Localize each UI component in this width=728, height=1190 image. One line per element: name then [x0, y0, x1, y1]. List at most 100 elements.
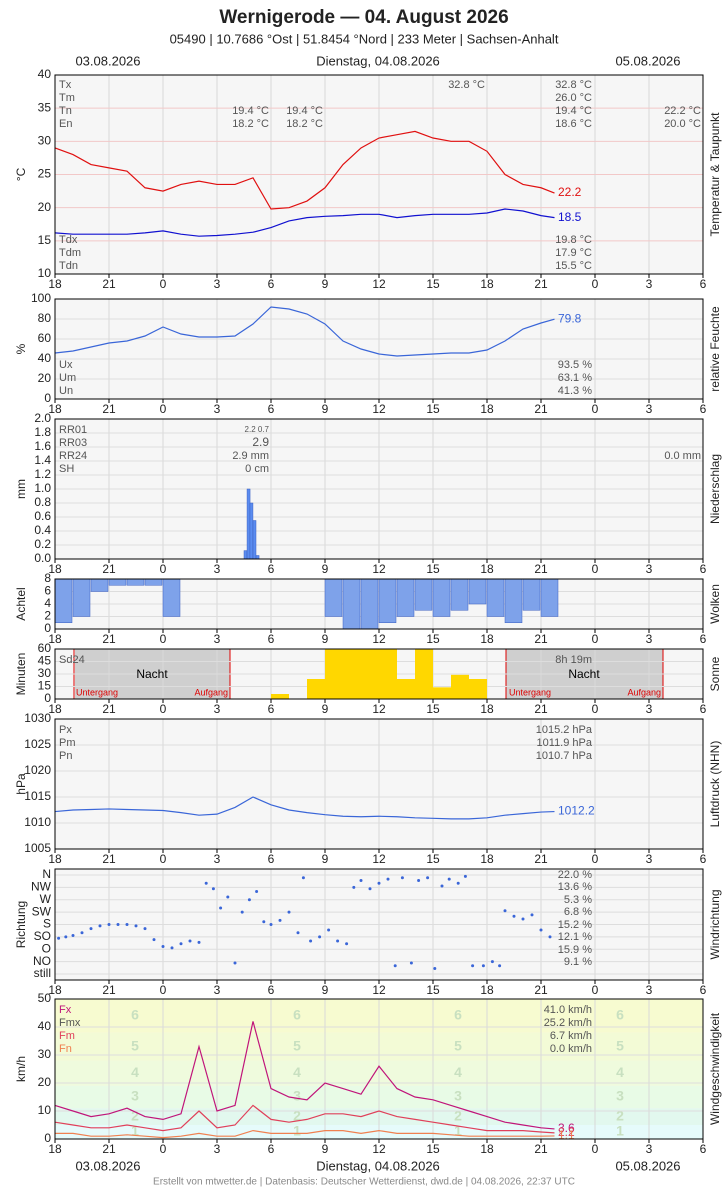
x-tick-label: 12	[372, 983, 386, 997]
beaufort-label: 5	[293, 1037, 301, 1053]
stat-label: Fn	[59, 1043, 72, 1055]
x-tick-label: 18	[480, 983, 494, 997]
y-tick-label: 15	[38, 233, 52, 247]
stat-value: 20.0 °C	[664, 118, 701, 130]
beaufort-label: 3	[293, 1088, 301, 1104]
beaufort-label: 4	[616, 1064, 624, 1080]
stat-value: 18.2 °C	[286, 118, 323, 130]
x-tick-label: 0	[592, 632, 599, 646]
x-tick-label: 21	[102, 562, 116, 576]
bar	[451, 674, 469, 699]
beaufort-label: 2	[616, 1107, 624, 1123]
panel-title: Sonne	[708, 656, 722, 691]
bar	[415, 649, 433, 699]
stat-label: Tm	[59, 92, 75, 104]
point	[336, 939, 340, 943]
point	[287, 910, 291, 914]
y-tick-label: 20	[38, 371, 52, 385]
x-tick-label: 21	[534, 562, 548, 576]
plot-frame	[54, 868, 704, 981]
y-tick-label: still	[34, 966, 51, 980]
plot-frame	[54, 578, 704, 630]
x-tick-label: 18	[480, 1142, 494, 1156]
y-tick-label: 0.6	[34, 509, 51, 523]
line	[54, 1104, 555, 1134]
line	[54, 1021, 555, 1130]
y-tick-label: 0.4	[34, 523, 51, 537]
point	[309, 939, 313, 943]
bar	[396, 578, 415, 617]
y-tick-label: 20	[38, 1075, 52, 1089]
bar	[271, 694, 289, 699]
bar	[378, 578, 397, 623]
point	[400, 876, 404, 880]
plot-frame	[54, 74, 704, 275]
point	[170, 946, 174, 950]
point	[197, 940, 201, 944]
x-tick-label: 9	[322, 277, 329, 291]
y-tick-label: 0	[44, 391, 51, 405]
x-tick-label: 21	[534, 402, 548, 416]
point	[80, 931, 84, 935]
stat-value: 25.2 km/h	[544, 1017, 592, 1029]
x-tick-label: 3	[646, 983, 653, 997]
x-tick-label: 3	[646, 562, 653, 576]
plot-frame	[54, 418, 704, 560]
y-tick-label: 10	[38, 1103, 52, 1117]
x-tick-label: 15	[426, 702, 440, 716]
date: 05.08.2026	[615, 53, 680, 68]
x-tick-label: 0	[160, 1142, 167, 1156]
x-tick-label: 3	[646, 852, 653, 866]
point	[521, 917, 525, 921]
stat-value: 0 cm	[245, 463, 269, 475]
end-label: 18.5	[558, 210, 582, 224]
x-tick-label: 21	[102, 1142, 116, 1156]
beaufort-label: 6	[131, 1007, 139, 1023]
point	[539, 928, 543, 932]
y-tick-label: 100	[31, 291, 51, 305]
x-tick-label: 21	[534, 632, 548, 646]
stat-value: 41.3 %	[558, 385, 592, 397]
stat-value: 6.8 %	[564, 906, 592, 918]
stat-value: 26.0 °C	[555, 92, 592, 104]
panel-title: Luftdruck (NHN)	[708, 741, 722, 828]
end-label: 79.8	[558, 311, 582, 325]
bar	[540, 578, 559, 617]
x-tick-label: 12	[372, 402, 386, 416]
bar	[468, 578, 487, 605]
x-tick-label: 21	[534, 1142, 548, 1156]
x-tick-label: 9	[322, 852, 329, 866]
y-tick-label: 1.2	[34, 467, 51, 481]
y-tick-label: 60	[38, 331, 52, 345]
x-tick-label: 0	[592, 702, 599, 716]
y-tick-label: SW	[32, 904, 52, 918]
stat-label: Pn	[59, 750, 72, 762]
stat-value: 18.6 °C	[555, 118, 592, 130]
x-tick-label: 9	[322, 1142, 329, 1156]
y-axis-label: km/h	[14, 1056, 28, 1082]
stat-value: Aufgang	[194, 687, 228, 697]
stat-label: En	[59, 118, 72, 130]
y-tick-label: 30	[38, 1047, 52, 1061]
point	[352, 885, 356, 889]
bar	[90, 578, 109, 592]
y-tick-label: NW	[31, 880, 52, 894]
x-tick-label: 9	[322, 702, 329, 716]
x-tick-label: 3	[646, 277, 653, 291]
x-tick-label: 0	[160, 562, 167, 576]
stat-value: 19.4 °C	[232, 105, 269, 117]
line	[55, 1129, 555, 1139]
stat-value: Nacht	[136, 667, 168, 681]
point	[301, 876, 305, 880]
x-tick-label: 21	[102, 402, 116, 416]
stat-label: RR24	[59, 450, 87, 462]
panel-title: Wolken	[708, 584, 722, 624]
panel-title: Temperatur & Taupunkt	[708, 112, 722, 237]
stat-value: 32.8 °C	[448, 79, 485, 91]
stat-value: 19.4 °C	[555, 105, 592, 117]
date: 03.08.2026	[75, 1158, 140, 1173]
stat-label: Um	[59, 372, 76, 384]
x-tick-label: 6	[268, 402, 275, 416]
x-tick-label: 0	[592, 1142, 599, 1156]
bar	[144, 578, 163, 586]
